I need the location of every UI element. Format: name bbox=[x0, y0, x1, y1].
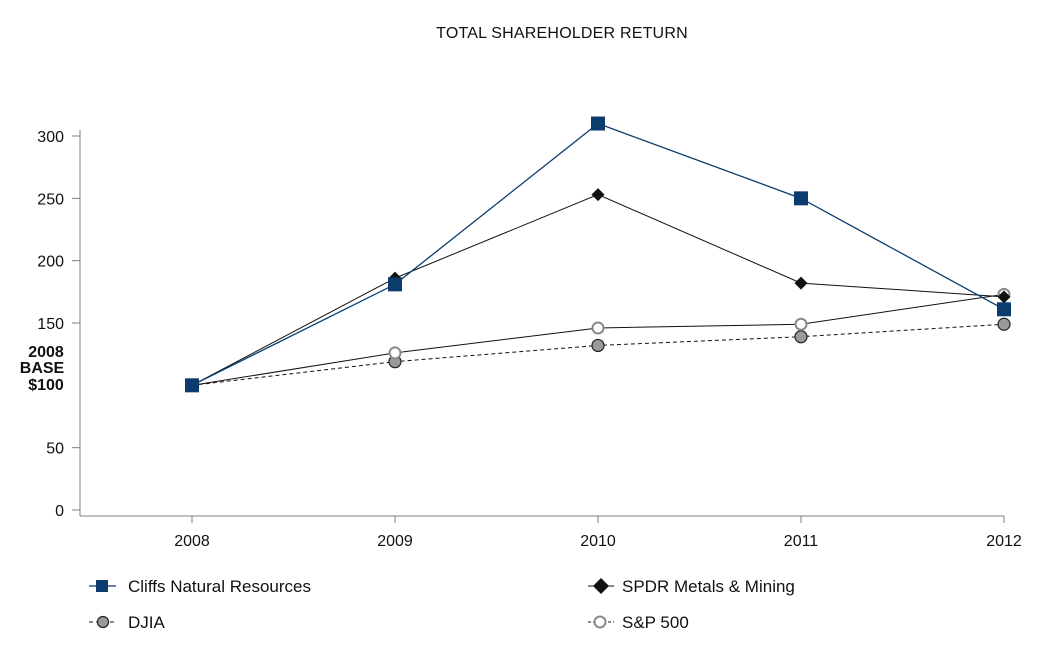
base-label-line-3: $100 bbox=[28, 377, 64, 394]
chart-title: TOTAL SHAREHOLDER RETURN bbox=[436, 25, 688, 42]
diamond-marker-icon bbox=[593, 578, 609, 594]
legend: Cliffs Natural Resources SPDR Metals & M… bbox=[89, 577, 795, 632]
data-point-diamond bbox=[794, 276, 808, 290]
y-tick-label: 150 bbox=[37, 316, 64, 333]
data-point-gray-circle bbox=[591, 338, 605, 353]
y-tick-label: 200 bbox=[37, 254, 64, 271]
y-tick-label: 50 bbox=[46, 441, 64, 458]
data-point-square bbox=[997, 302, 1011, 317]
open-circle-marker-icon bbox=[593, 615, 607, 629]
data-point-square bbox=[591, 116, 605, 131]
base-label-line-1: 2008 bbox=[28, 344, 64, 361]
data-point-open-circle bbox=[794, 317, 808, 331]
y-tick-label: 250 bbox=[37, 191, 64, 208]
legend-label-djia: DJIA bbox=[128, 613, 166, 632]
data-point-square bbox=[185, 378, 199, 393]
data-point-open-circle bbox=[591, 321, 605, 335]
data-point-gray-circle bbox=[794, 330, 808, 344]
series-markers bbox=[185, 116, 1011, 393]
base-label-line-2: BASE bbox=[20, 360, 65, 377]
square-marker-icon bbox=[96, 580, 108, 592]
x-tick-label: 2008 bbox=[174, 533, 210, 550]
data-point-open-circle bbox=[388, 346, 402, 360]
data-point-square bbox=[388, 277, 402, 292]
legend-item-spdr-metals-mining: SPDR Metals & Mining bbox=[588, 577, 795, 596]
data-point-square bbox=[794, 191, 808, 206]
data-point-gray-circle bbox=[997, 317, 1011, 331]
x-tick-label: 2011 bbox=[784, 533, 819, 550]
legend-label-sp500: S&P 500 bbox=[622, 613, 689, 632]
data-point-diamond bbox=[997, 290, 1011, 304]
x-tick-label: 2009 bbox=[377, 533, 413, 550]
legend-label-cliffs: Cliffs Natural Resources bbox=[128, 577, 311, 596]
y-tick-label: 300 bbox=[37, 129, 64, 146]
legend-item-cliffs-natural-resources: Cliffs Natural Resources bbox=[89, 577, 311, 596]
x-tick-label: 2012 bbox=[986, 533, 1022, 550]
x-tick-label: 2010 bbox=[580, 533, 616, 550]
legend-item-djia: DJIA bbox=[89, 613, 166, 632]
y-axis-ticks: 0 50 150 200 250 300 bbox=[37, 129, 80, 520]
base-label-group: 2008 BASE $100 bbox=[20, 344, 65, 394]
x-axis-ticks: 2008 2009 2010 2011 2012 bbox=[174, 516, 1022, 550]
series-line-diamond bbox=[191, 194, 1005, 386]
legend-label-spdr: SPDR Metals & Mining bbox=[622, 577, 795, 596]
legend-item-sp-500: S&P 500 bbox=[588, 613, 689, 632]
y-tick-label: 0 bbox=[55, 503, 64, 520]
data-point-diamond bbox=[591, 188, 605, 202]
gray-circle-marker-icon bbox=[96, 615, 110, 629]
